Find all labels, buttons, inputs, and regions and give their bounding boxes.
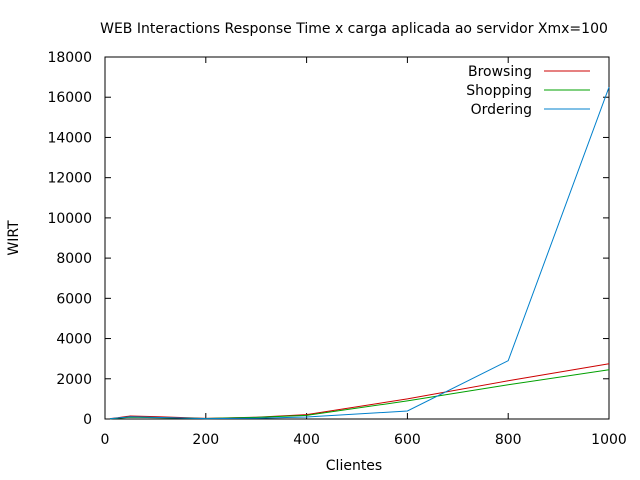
legend-label-shopping: Shopping — [466, 83, 532, 99]
y-tick-label: 2000 — [56, 372, 92, 388]
y-tick-label: 8000 — [56, 251, 92, 267]
y-axis-label: WIRT — [6, 220, 22, 256]
chart-title: WEB Interactions Response Time x carga a… — [100, 21, 608, 37]
y-tick-label: 12000 — [47, 171, 92, 187]
series-line-ordering — [109, 87, 610, 420]
x-axis-label: Clientes — [326, 458, 382, 474]
x-tick-label: 600 — [394, 432, 421, 448]
x-tick-label: 0 — [101, 432, 110, 448]
x-tick-label: 800 — [495, 432, 522, 448]
legend-label-ordering: Ordering — [471, 102, 532, 118]
x-tick-label: 200 — [192, 432, 219, 448]
y-tick-label: 18000 — [47, 50, 92, 66]
series-line-browsing — [109, 363, 610, 420]
series-line-shopping — [109, 369, 610, 420]
plot-frame — [104, 56, 610, 420]
legend: Browsing Shopping Ordering — [466, 64, 590, 118]
y-tick-label: 6000 — [56, 291, 92, 307]
series-lines — [109, 87, 610, 420]
y-tick-label: 4000 — [56, 332, 92, 348]
y-tick-label: 14000 — [47, 130, 92, 146]
legend-label-browsing: Browsing — [468, 64, 532, 80]
y-tick-label: 0 — [83, 412, 92, 428]
y-tick-label: 10000 — [47, 211, 92, 227]
y-tick-label: 16000 — [47, 90, 92, 106]
x-tick-label: 400 — [293, 432, 320, 448]
x-tick-label: 1000 — [591, 432, 627, 448]
axis-ticks: 0 200 400 600 800 100002000400060008000100001… — [47, 50, 626, 448]
